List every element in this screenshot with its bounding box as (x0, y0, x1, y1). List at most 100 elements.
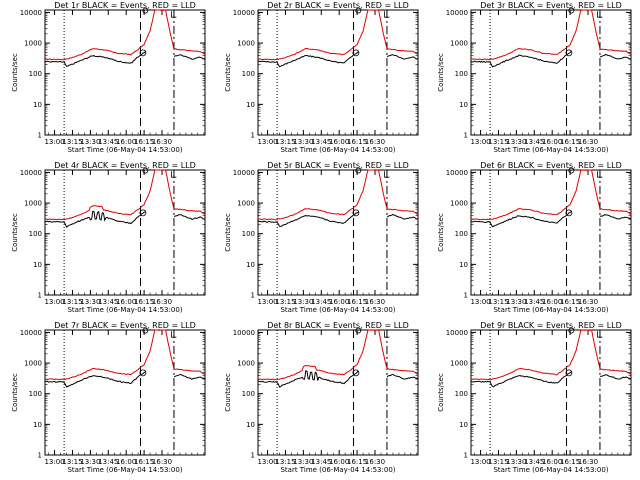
x-axis-label: Start Time (06-May-04 14:53:00) (67, 306, 182, 314)
marker-bracket (597, 331, 603, 338)
x-tick-label: 13:30 (293, 458, 313, 466)
x-tick-label: 13:45 (524, 458, 544, 466)
events-series-line (599, 53, 632, 60)
y-tick-label: 1000 (450, 200, 468, 208)
x-tick-label: 16:00 (542, 298, 562, 306)
y-tick-label: 1 (38, 132, 42, 140)
x-tick-label: 16:30 (365, 298, 385, 306)
x-tick-label: 13:45 (98, 298, 118, 306)
x-tick-label: 13:45 (311, 138, 331, 146)
x-tick-label: 16:15 (560, 138, 580, 146)
x-tick-label: 13:30 (506, 138, 526, 146)
marker-circle (355, 167, 362, 174)
y-axis-label: Counts/sec (224, 373, 232, 412)
x-tick-label: 13:30 (80, 298, 100, 306)
y-tick-label: 1 (38, 452, 42, 460)
plot-frame (470, 329, 632, 456)
x-tick-label: 16:15 (347, 298, 367, 306)
x-tick-label: 16:00 (329, 138, 349, 146)
y-tick-label: 10000 (446, 9, 468, 17)
y-tick-label: 1000 (24, 360, 42, 368)
plot-frame (470, 169, 632, 296)
y-axis-label: Counts/sec (437, 53, 445, 92)
y-tick-label: 100 (455, 230, 468, 238)
detector-panel-5: Det 5r BLACK = Events, RED = LLD 1 10 100 10… (224, 161, 419, 314)
x-tick-label: 13:30 (80, 458, 100, 466)
lld-series-line (44, 329, 206, 381)
lld-series-line (257, 329, 419, 381)
marker-bracket (171, 171, 177, 178)
y-tick-label: 1000 (24, 200, 42, 208)
x-tick-label: 13:45 (98, 458, 118, 466)
x-tick-label: 13:45 (311, 458, 331, 466)
x-tick-label: 13:30 (506, 298, 526, 306)
panel-title: Det 6r BLACK = Events, RED = LLD (480, 161, 622, 170)
marker-circle (355, 7, 362, 14)
marker-circle (142, 7, 149, 14)
y-tick-label: 10000 (20, 329, 42, 337)
y-axis-label: Counts/sec (437, 373, 445, 412)
x-tick-label: 16:30 (152, 458, 172, 466)
x-tick-label: 16:30 (365, 138, 385, 146)
y-tick-label: 10000 (233, 329, 255, 337)
plot-frame (44, 169, 206, 296)
events-series-line (173, 214, 205, 220)
y-axis-label: Counts/sec (437, 213, 445, 252)
marker-circle (568, 167, 575, 174)
x-tick-label: 13:30 (506, 458, 526, 466)
marker-bracket (384, 331, 390, 338)
x-tick-label: 13:15 (488, 138, 508, 146)
x-tick-label: 16:00 (116, 458, 136, 466)
y-axis-label: Counts/sec (224, 53, 232, 92)
lld-series-line (470, 329, 632, 381)
y-tick-label: 10 (246, 421, 255, 429)
plot-frame (257, 169, 419, 296)
x-tick-label: 13:45 (524, 298, 544, 306)
x-axis-label: Start Time (06-May-04 14:53:00) (280, 306, 395, 314)
marker-bracket (384, 171, 390, 178)
y-tick-label: 10 (33, 261, 42, 269)
detector-panel-8: Det 8r BLACK = Events, RED = LLD 1 10 100 10… (224, 321, 419, 474)
detector-panel-2: Det 2r BLACK = Events, RED = LLD 1 10 100 10… (224, 1, 419, 154)
y-axis-label: Counts/sec (224, 213, 232, 252)
y-tick-label: 10000 (233, 9, 255, 17)
y-tick-label: 10 (33, 101, 42, 109)
lld-series-line (470, 169, 632, 221)
panel-title: Det 9r BLACK = Events, RED = LLD (480, 321, 622, 330)
x-tick-label: 13:45 (98, 138, 118, 146)
x-tick-label: 13:30 (80, 138, 100, 146)
panel-title: Det 7r BLACK = Events, RED = LLD (54, 321, 196, 330)
y-tick-label: 10 (246, 261, 255, 269)
x-tick-label: 13:15 (62, 458, 82, 466)
y-tick-label: 1000 (450, 360, 468, 368)
plot-frame (44, 9, 206, 136)
x-tick-label: 16:30 (578, 458, 598, 466)
x-tick-label: 13:45 (524, 138, 544, 146)
events-series-line (470, 50, 572, 68)
y-tick-label: 10 (33, 421, 42, 429)
y-tick-label: 10000 (233, 169, 255, 177)
marker-bracket (597, 11, 603, 18)
events-series-line (257, 51, 359, 68)
panel-title: Det 2r BLACK = Events, RED = LLD (267, 1, 409, 10)
y-tick-label: 10 (246, 101, 255, 109)
events-series-line (386, 373, 419, 380)
y-tick-label: 1 (464, 452, 468, 460)
marker-circle (565, 209, 573, 217)
events-series-line (386, 213, 419, 220)
y-tick-label: 100 (455, 70, 468, 78)
y-tick-label: 10000 (20, 9, 42, 17)
x-tick-label: 13:00 (44, 458, 64, 466)
y-tick-label: 100 (455, 390, 468, 398)
x-tick-label: 13:30 (293, 138, 313, 146)
panel-title: Det 8r BLACK = Events, RED = LLD (267, 321, 409, 330)
events-series-line (257, 211, 359, 227)
y-tick-label: 1000 (237, 200, 255, 208)
events-series-line (599, 374, 632, 380)
y-tick-label: 1000 (237, 360, 255, 368)
events-series-line (44, 210, 146, 228)
marker-circle (355, 327, 362, 334)
y-tick-label: 100 (29, 230, 42, 238)
x-tick-label: 16:15 (134, 298, 154, 306)
